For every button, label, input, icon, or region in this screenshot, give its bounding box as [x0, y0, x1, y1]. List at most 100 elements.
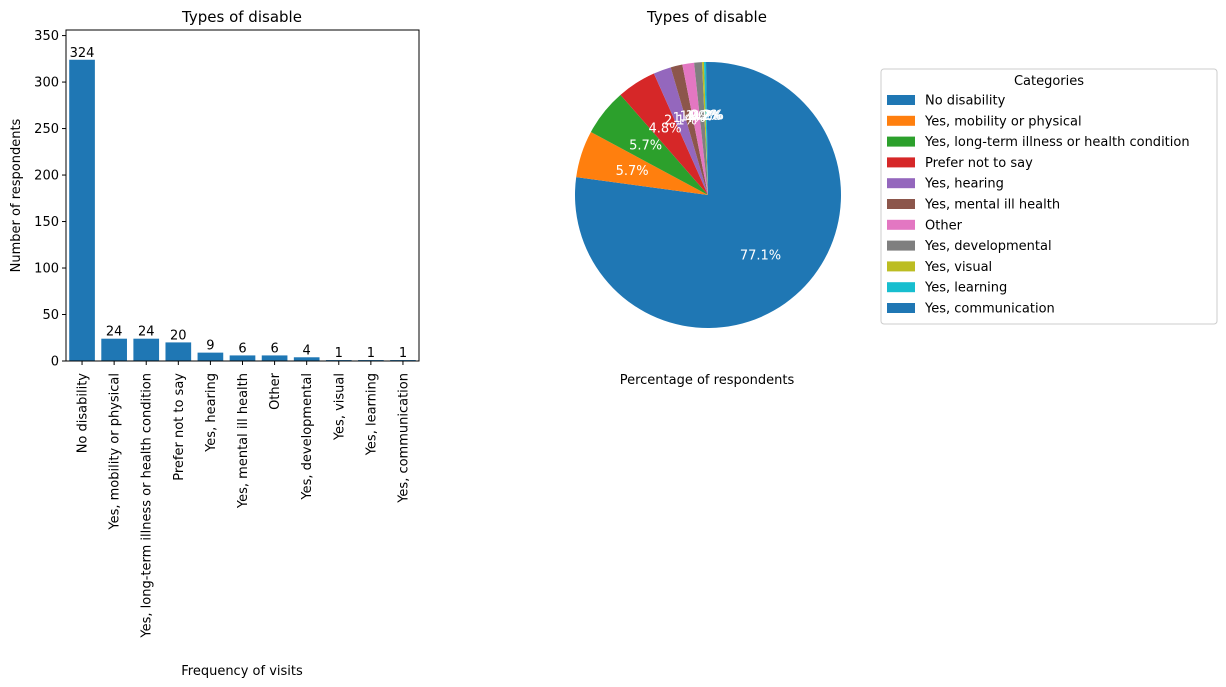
- pie-percent-label: 1.4%: [680, 110, 713, 125]
- bar-plot-frame: [65, 29, 420, 362]
- legend-entry-label: Yes, long-term illness or health conditi…: [924, 135, 1190, 150]
- y-tick-label: 300: [34, 76, 59, 91]
- x-tick-label: Other: [268, 372, 283, 410]
- pie-percent-label: 1.4%: [673, 111, 706, 126]
- bar-series: [69, 59, 416, 361]
- legend-swatch: [887, 157, 915, 168]
- legend-entry-label: Other: [925, 218, 963, 233]
- y-tick-label: 350: [34, 29, 59, 44]
- bar-data-label: 4: [303, 343, 311, 358]
- x-tick-label: Yes, hearing: [204, 373, 219, 453]
- bar-y-axis: 0 50 100 150 200 250 300 350: [34, 29, 66, 370]
- bar-data-label: 20: [170, 328, 187, 343]
- bar: [133, 338, 160, 361]
- x-tick-label: Yes, learning: [364, 373, 379, 456]
- pie-slice: [653, 67, 708, 195]
- y-tick-label: 200: [34, 169, 59, 184]
- bar: [293, 357, 320, 361]
- legend-entry-label: Yes, mobility or physical: [924, 114, 1082, 129]
- pie-percent-label: 4.8%: [649, 121, 682, 136]
- pie-percent-label: 5.7%: [616, 164, 649, 179]
- legend-entry-label: No disability: [925, 94, 1006, 109]
- x-tick-label: Yes, communication: [396, 373, 411, 504]
- legend-swatch: [887, 178, 915, 189]
- y-tick-label: 0: [51, 355, 59, 370]
- pie-chart: Types of disable 77.1% 5.7% 5.7% 4.8%2.1%1.…: [574, 8, 841, 388]
- pie-percent-label: 5.7%: [629, 139, 662, 154]
- bar-data-label: 1: [399, 346, 407, 361]
- x-tick-label: Prefer not to say: [172, 373, 187, 481]
- legend-title: Categories: [1014, 74, 1084, 89]
- legend-swatch: [887, 115, 915, 126]
- legend-swatch: [887, 282, 915, 293]
- legend-swatch: [887, 219, 915, 230]
- bar: [229, 355, 256, 361]
- bar-data-label: 6: [270, 341, 278, 356]
- x-tick-label: Yes, mobility or physical: [108, 373, 123, 531]
- pie-percent-labels: 77.1%5.7%5.7%4.8%2.1%1.4%1.4%1.0%0.2%0.2…: [616, 109, 782, 264]
- pie-slice: [576, 131, 708, 195]
- bar-chart-title: Types of disable: [181, 8, 302, 26]
- bar-data-label: 24: [138, 325, 155, 340]
- bar: [261, 355, 288, 361]
- y-tick-label: 50: [42, 308, 59, 323]
- bar-data-label: 6: [238, 341, 246, 356]
- pie-slice: [702, 62, 708, 196]
- pie-percent-label: 0.2%: [689, 109, 722, 124]
- pie-slice: [620, 73, 708, 195]
- pie-slice: [706, 61, 708, 195]
- legend-swatch: [887, 303, 915, 313]
- pie-percent-label: 0.2%: [691, 109, 724, 124]
- bar: [69, 59, 95, 361]
- x-tick-label: Yes, visual: [332, 373, 347, 441]
- legend-entry-label: Yes, hearing: [924, 177, 1004, 192]
- legend-swatch: [887, 240, 915, 251]
- legend-entry-label: Yes, mental ill health: [924, 198, 1060, 213]
- pie-slice: [694, 62, 708, 195]
- x-tick-label: No disability: [76, 373, 91, 454]
- bar-data-labels: 324 24 24 20 9 6 6 4 1 1 1: [70, 46, 407, 361]
- bar-data-label: 9: [206, 339, 214, 354]
- legend-entry-label: Yes, visual: [924, 260, 992, 275]
- legend-entry-label: Yes, learning: [924, 281, 1007, 296]
- legend-entry-label: Prefer not to say: [925, 156, 1033, 171]
- x-tick-label: Yes, developmental: [300, 373, 315, 501]
- pie-slice: [682, 62, 708, 196]
- pie-slice: [704, 62, 708, 196]
- pie-legend: Categories No disability Yes, mobility or…: [880, 68, 1218, 325]
- pie-slices: [574, 61, 841, 328]
- legend-entries: No disability Yes, mobility or physical Ye…: [887, 94, 1190, 317]
- legend-swatch: [887, 261, 915, 272]
- pie-percent-label: 2.1%: [664, 114, 697, 129]
- y-tick-label: 100: [34, 262, 59, 277]
- pie-percent-label: 1.0%: [686, 109, 719, 124]
- y-tick-label: 150: [34, 215, 59, 230]
- bar-data-label: 24: [106, 325, 123, 340]
- legend-swatch: [887, 199, 915, 209]
- bar-y-axis-label: Number of respondents: [9, 118, 24, 272]
- pie-x-axis-label: Percentage of respondents: [620, 373, 795, 388]
- x-tick-label: Yes, long-term illness or health conditi…: [140, 373, 155, 639]
- pie-percent-label: 77.1%: [740, 249, 781, 264]
- bar-x-axis-label: Frequency of visits: [181, 664, 303, 679]
- legend-swatch: [887, 136, 915, 147]
- pie-slice: [670, 64, 708, 195]
- bar-data-label: 324: [70, 46, 95, 61]
- legend-entry-label: Yes, communication: [924, 302, 1055, 317]
- legend-box: [880, 68, 1218, 325]
- pie-slice: [574, 62, 841, 328]
- bar: [101, 338, 127, 361]
- pie-percent-label: 0.2%: [690, 109, 723, 124]
- legend-entry-label: Yes, developmental: [924, 239, 1052, 254]
- bar-data-label: 1: [367, 346, 375, 361]
- bar-chart: Types of disable 0 50 100 150 200 250 300 350 3…: [9, 8, 420, 679]
- pie-chart-title: Types of disable: [646, 8, 767, 26]
- bar: [197, 352, 224, 361]
- bar-x-axis: No disability Yes, mobility or physical Ye…: [76, 361, 411, 639]
- x-tick-label: Yes, mental ill health: [236, 373, 251, 509]
- pie-slice: [590, 94, 708, 195]
- legend-swatch: [887, 95, 915, 105]
- bar: [165, 342, 192, 361]
- bar-data-label: 1: [335, 346, 343, 361]
